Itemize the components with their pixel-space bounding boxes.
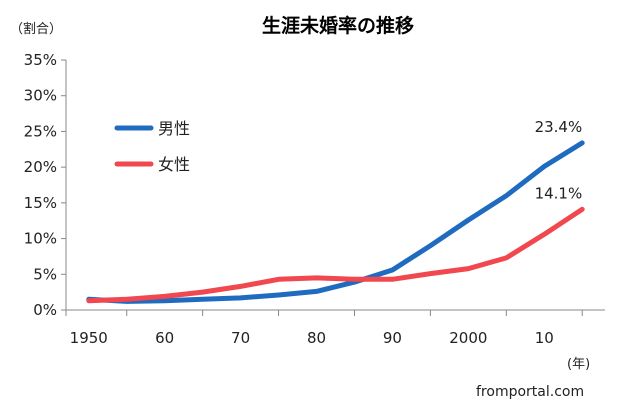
series-lines: 23.4% 14.1% [86,118,585,304]
data-label-male: 23.4% [535,118,583,136]
y-tick-label: 15% [24,194,57,212]
x-tick-label: 10 [535,329,554,347]
legend-label-female: 女性 [158,155,190,174]
y-tick-label: 25% [24,122,57,140]
series-line-female [86,206,585,304]
source-credit: fromportal.com [476,384,584,400]
x-tick-label: 80 [307,329,326,347]
y-tick-label: 5% [33,265,57,283]
x-tick-label: 2000 [449,329,487,347]
y-tick-label: 35% [24,51,57,69]
data-label-female: 14.1% [535,184,583,202]
x-axis-unit-label: (年) [567,357,590,372]
x-tick-label: 90 [383,329,402,347]
legend-label-male: 男性 [158,119,190,138]
y-tick-label: 30% [24,87,57,105]
chart-title: 生涯未婚率の推移 [262,14,414,37]
y-tick-label: 20% [24,158,57,176]
y-tick-label: 0% [33,301,57,319]
x-tick-label: 70 [231,329,250,347]
axes: 0% 5% 10% 15% 20% 25% 30% 35% 1950 60 70 80 90 2000 10 [24,51,605,347]
y-axis-unit-label: （割合） [10,21,62,37]
x-tick-label: 1950 [70,329,108,347]
x-tick-label: 60 [155,329,174,347]
series-line-male [86,140,585,304]
y-tick-label: 10% [24,230,57,248]
